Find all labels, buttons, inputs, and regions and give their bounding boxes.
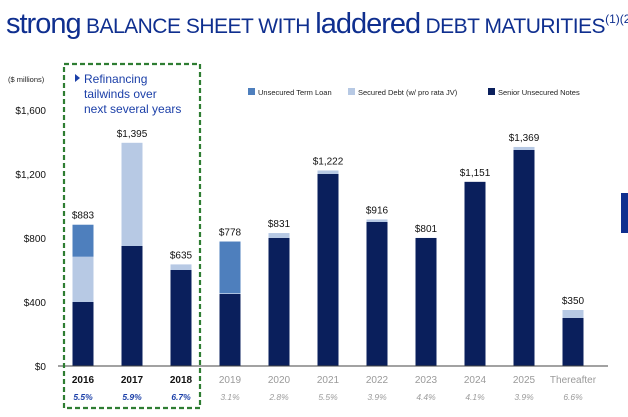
y-tick-label: $800: [24, 234, 47, 245]
bar-segment-senior-unsecured-notes-2023: [415, 238, 437, 366]
bar-segment-secured-debt-w-pro-rata-jv-2018: [170, 264, 192, 270]
legend-swatch: [488, 88, 495, 95]
title-balance-sheet: BALANCE SHEET WITH: [80, 15, 316, 38]
bar-segment-senior-unsecured-notes-2022: [366, 222, 388, 366]
bar-segment-senior-unsecured-notes-2018: [170, 270, 192, 366]
bar-total-labels: $883 $1,395 $635 $778 $831 $1,222 $916 $801 $1,1…: [72, 129, 585, 307]
interest-rate-label: 3.9%: [367, 392, 387, 402]
x-tick-label: 2019: [219, 375, 242, 386]
bar-segment-secured-debt-w-pro-rata-jv-2022: [366, 219, 388, 222]
interest-rate-label: 6.7%: [171, 392, 191, 402]
bar-segment-secured-debt-w-pro-rata-jv-thereafter: [562, 310, 584, 318]
bar-total-label: $916: [366, 205, 389, 216]
interest-rate-label: 6.6%: [563, 392, 583, 402]
bar-total-label: $831: [268, 219, 291, 230]
interest-rate-labels: 5.5% 5.9% 6.7% 3.1% 2.8% 5.5% 3.9% 4.4% 4.1% 3.9%…: [73, 392, 583, 402]
interest-rate-label: 5.9%: [122, 392, 142, 402]
title-footnote-refs: (1)(2): [605, 12, 628, 26]
y-tick-label: $0: [35, 362, 47, 373]
x-tick-label: 2018: [170, 375, 193, 386]
x-tick-label: Thereafter: [550, 375, 597, 386]
interest-rate-label: 3.9%: [514, 392, 534, 402]
bar-segment-senior-unsecured-notes-2020: [268, 238, 290, 366]
title-debt-maturities: DEBT MATURITIES: [420, 15, 606, 38]
interest-rate-label: 2.8%: [268, 392, 289, 402]
edge-tab-marker: [621, 193, 628, 233]
x-tick-label: 2022: [366, 375, 389, 386]
bar-segment-senior-unsecured-notes-2016: [72, 302, 94, 366]
bar-segment-senior-unsecured-notes-2019: [219, 294, 241, 366]
y-axis-ticks: $0 $400 $800 $1,200 $1,600: [15, 106, 46, 373]
y-tick-label: $1,600: [15, 106, 46, 117]
bar-segment-secured-debt-w-pro-rata-jv-2016: [72, 256, 94, 302]
bar-segment-secured-debt-w-pro-rata-jv-2025: [513, 146, 535, 150]
callout-line-3: next several years: [84, 102, 181, 116]
y-unit-label: ($ millions): [8, 75, 45, 84]
callout-line-1: Refinancing: [84, 72, 147, 86]
highlight-box: [62, 62, 202, 410]
interest-rate-label: 4.1%: [465, 392, 485, 402]
bars: [58, 142, 608, 367]
legend-label: Unsecured Term Loan: [258, 88, 332, 97]
title-strong: strong: [6, 8, 82, 40]
x-axis-ticks: 2016 2017 2018 2019 2020 2021 2022 2023 2024 2025…: [72, 375, 597, 386]
page-title: strong BALANCE SHEET WITH laddered DEBT …: [6, 2, 628, 46]
legend-swatch: [348, 88, 355, 95]
interest-rate-label: 5.5%: [73, 392, 93, 402]
bar-total-label: $1,369: [509, 133, 540, 144]
bar-total-label: $883: [72, 211, 95, 222]
x-tick-label: 2024: [464, 375, 487, 386]
title-laddered: laddered: [315, 8, 421, 40]
bar-total-label: $801: [415, 224, 438, 235]
bar-total-label: $1,151: [460, 168, 491, 179]
callout: Refinancing tailwinds over next several …: [75, 72, 181, 116]
bar-segment-unsecured-term-loan-2019: [219, 241, 241, 294]
bar-segment-senior-unsecured-notes-2021: [317, 174, 339, 366]
x-tick-label: 2020: [268, 375, 291, 386]
interest-rate-label: 3.1%: [220, 392, 240, 402]
bar-segment-secured-debt-w-pro-rata-jv-2019: [219, 293, 241, 294]
callout-line-2: tailwinds over: [84, 87, 157, 101]
bar-segment-secured-debt-w-pro-rata-jv-2020: [268, 233, 290, 238]
legend-label: Secured Debt (w/ pro rata JV): [358, 88, 458, 97]
bar-segment-senior-unsecured-notes-thereafter: [562, 318, 584, 366]
bar-segment-secured-debt-w-pro-rata-jv-2017: [121, 142, 143, 246]
x-tick-label: 2023: [415, 375, 438, 386]
bar-segment-secured-debt-w-pro-rata-jv-2021: [317, 170, 339, 174]
interest-rate-label: 4.4%: [416, 392, 436, 402]
bar-segment-senior-unsecured-notes-2025: [513, 150, 535, 366]
y-tick-label: $1,200: [15, 170, 46, 181]
x-tick-label: 2025: [513, 375, 536, 386]
bar-total-label: $778: [219, 228, 242, 239]
bar-segment-unsecured-term-loan-2016: [72, 224, 94, 257]
x-tick-label: 2016: [72, 375, 95, 386]
bar-total-label: $350: [562, 296, 585, 307]
y-tick-label: $400: [24, 298, 47, 309]
legend-swatch: [248, 88, 255, 95]
bar-total-label: $1,395: [117, 129, 148, 140]
bar-segment-senior-unsecured-notes-2024: [464, 181, 486, 366]
bar-total-label: $1,222: [313, 156, 344, 167]
bar-total-label: $635: [170, 250, 193, 261]
x-tick-label: 2021: [317, 375, 340, 386]
callout-arrow-icon: [75, 74, 80, 82]
legend: Unsecured Term Loan Secured Debt (w/ pro …: [248, 88, 580, 97]
legend-label: Senior Unsecured Notes: [498, 88, 580, 97]
x-tick-label: 2017: [121, 375, 144, 386]
bar-segment-senior-unsecured-notes-2017: [121, 246, 143, 366]
interest-rate-label: 5.5%: [318, 392, 338, 402]
